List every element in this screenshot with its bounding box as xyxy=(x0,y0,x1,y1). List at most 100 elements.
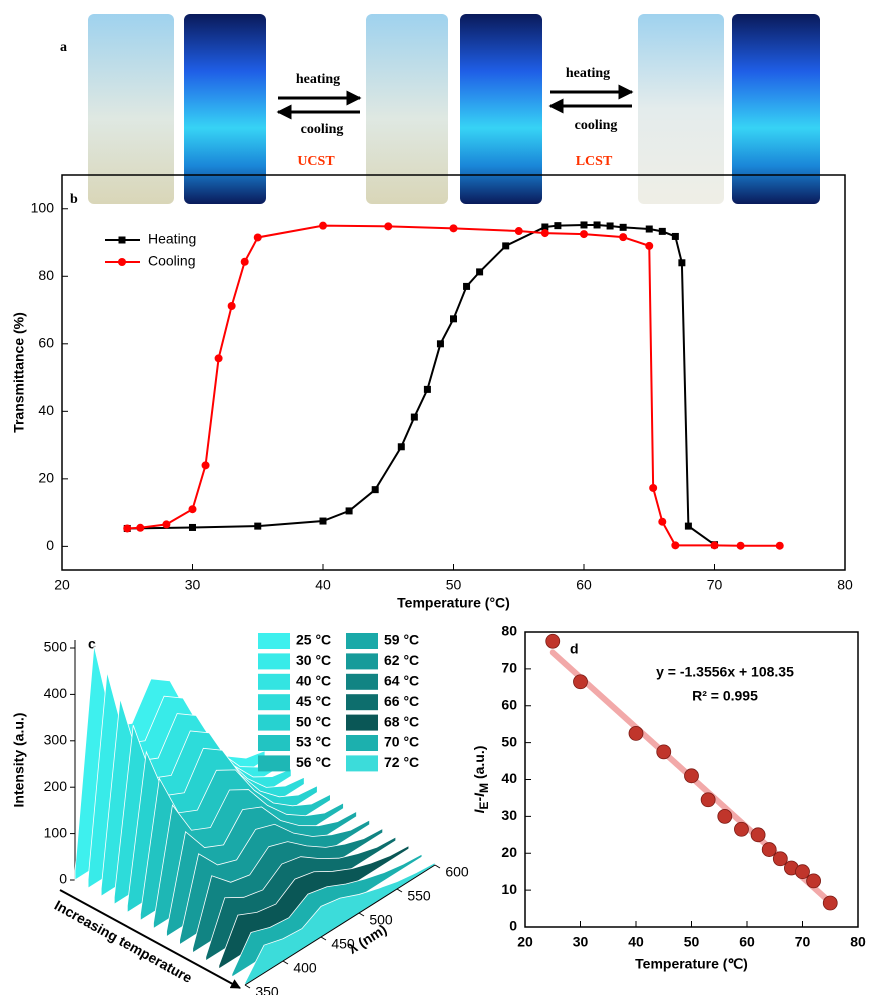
z-tick-label: 200 xyxy=(44,778,68,794)
marker xyxy=(162,520,170,528)
marker xyxy=(658,518,666,526)
marker xyxy=(554,222,561,229)
point xyxy=(734,822,748,836)
marker xyxy=(711,541,719,549)
transition-name: LCST xyxy=(576,154,613,169)
x-axis-label: Temperature (°C) xyxy=(397,595,510,611)
y-tick-label: 60 xyxy=(501,696,517,712)
x-tick-label: 80 xyxy=(850,934,866,950)
legend-label: Cooling xyxy=(148,253,195,269)
marker xyxy=(476,268,483,275)
marker xyxy=(619,233,627,241)
marker xyxy=(228,302,236,310)
marker xyxy=(620,224,627,231)
x-tick xyxy=(435,865,440,868)
marker xyxy=(646,226,653,233)
legend-label: 50 °C xyxy=(296,713,331,729)
marker xyxy=(515,227,523,235)
marker xyxy=(437,340,444,347)
x-tick-label: 30 xyxy=(573,934,589,950)
marker xyxy=(424,386,431,393)
x-tick-label: 60 xyxy=(739,934,755,950)
legend-swatch xyxy=(346,653,378,669)
y-axis-label: IE-IM (a.u.) xyxy=(471,746,491,814)
legend-swatch xyxy=(346,694,378,710)
marker xyxy=(254,233,262,241)
legend-swatch xyxy=(346,674,378,690)
y-tick-label: 40 xyxy=(38,402,54,418)
z-axis-label: Intensity (a.u.) xyxy=(11,713,27,808)
x-tick xyxy=(397,889,402,892)
point xyxy=(762,843,776,857)
marker xyxy=(502,242,509,249)
legend-swatch xyxy=(258,674,290,690)
page: {"panel_a": {"label": "a", "transitions"… xyxy=(0,0,875,995)
y-axis-label-part: E xyxy=(477,802,491,810)
point xyxy=(807,874,821,888)
transition-text: cooling xyxy=(575,118,618,133)
x-tick-label: 40 xyxy=(315,577,331,593)
y-tick-label: 10 xyxy=(501,881,517,897)
legend-label: 70 °C xyxy=(384,734,419,750)
legend-label: 30 °C xyxy=(296,652,331,668)
legend-swatch xyxy=(258,715,290,731)
marker xyxy=(411,414,418,421)
x-tick-label: 350 xyxy=(255,984,279,995)
legend-swatch xyxy=(258,653,290,669)
marker xyxy=(215,354,223,362)
marker xyxy=(671,541,679,549)
legend-swatch xyxy=(258,755,290,771)
marker xyxy=(202,461,210,469)
marker xyxy=(776,542,784,550)
marker xyxy=(541,229,549,237)
legend-swatch xyxy=(258,633,290,649)
x-tick xyxy=(321,937,326,940)
y-tick-label: 40 xyxy=(501,770,517,786)
legend-label: 53 °C xyxy=(296,734,331,750)
marker xyxy=(450,315,457,322)
figure: a heating cooling UCST heating cooling L… xyxy=(0,0,875,995)
point xyxy=(657,745,671,759)
x-tick-label: 50 xyxy=(446,577,462,593)
marker xyxy=(737,542,745,550)
x-tick-label: 70 xyxy=(795,934,811,950)
x-tick-label: 70 xyxy=(707,577,723,593)
y-tick-label: 70 xyxy=(501,660,517,676)
x-tick-label: 30 xyxy=(185,577,201,593)
legend-label: Heating xyxy=(148,231,196,247)
point xyxy=(546,634,560,648)
y-axis-label-part: M xyxy=(477,783,491,793)
x-axis-label: Temperature (℃) xyxy=(635,956,748,972)
transition-text: cooling xyxy=(301,122,344,137)
y-tick-label: 80 xyxy=(501,623,517,639)
marker xyxy=(189,505,197,513)
marker xyxy=(450,224,458,232)
marker xyxy=(319,222,327,230)
panel-label: d xyxy=(570,641,579,657)
x-tick xyxy=(283,961,288,964)
transition-text: heating xyxy=(296,72,340,87)
marker xyxy=(136,524,144,532)
fit-equation: y = -1.3556x + 108.35 xyxy=(656,664,794,680)
y-tick-label: 20 xyxy=(501,844,517,860)
z-tick-label: 400 xyxy=(44,685,68,701)
legend-label: 25 °C xyxy=(296,632,331,648)
x-tick-label: 60 xyxy=(576,577,592,593)
marker xyxy=(645,242,653,250)
point xyxy=(701,793,715,807)
x-tick-label: 80 xyxy=(837,577,853,593)
x-tick-label: 20 xyxy=(54,577,70,593)
legend-swatch xyxy=(346,715,378,731)
x-tick-label: 400 xyxy=(293,960,317,976)
z-tick-label: 300 xyxy=(44,732,68,748)
marker xyxy=(123,524,131,532)
z-tick-label: 100 xyxy=(44,824,68,840)
marker xyxy=(659,228,666,235)
marker xyxy=(384,222,392,230)
x-tick-label: 40 xyxy=(628,934,644,950)
legend-label: 45 °C xyxy=(296,693,331,709)
legend-swatch xyxy=(346,735,378,751)
legend-swatch xyxy=(346,755,378,771)
point xyxy=(574,675,588,689)
legend-label: 64 °C xyxy=(384,673,419,689)
